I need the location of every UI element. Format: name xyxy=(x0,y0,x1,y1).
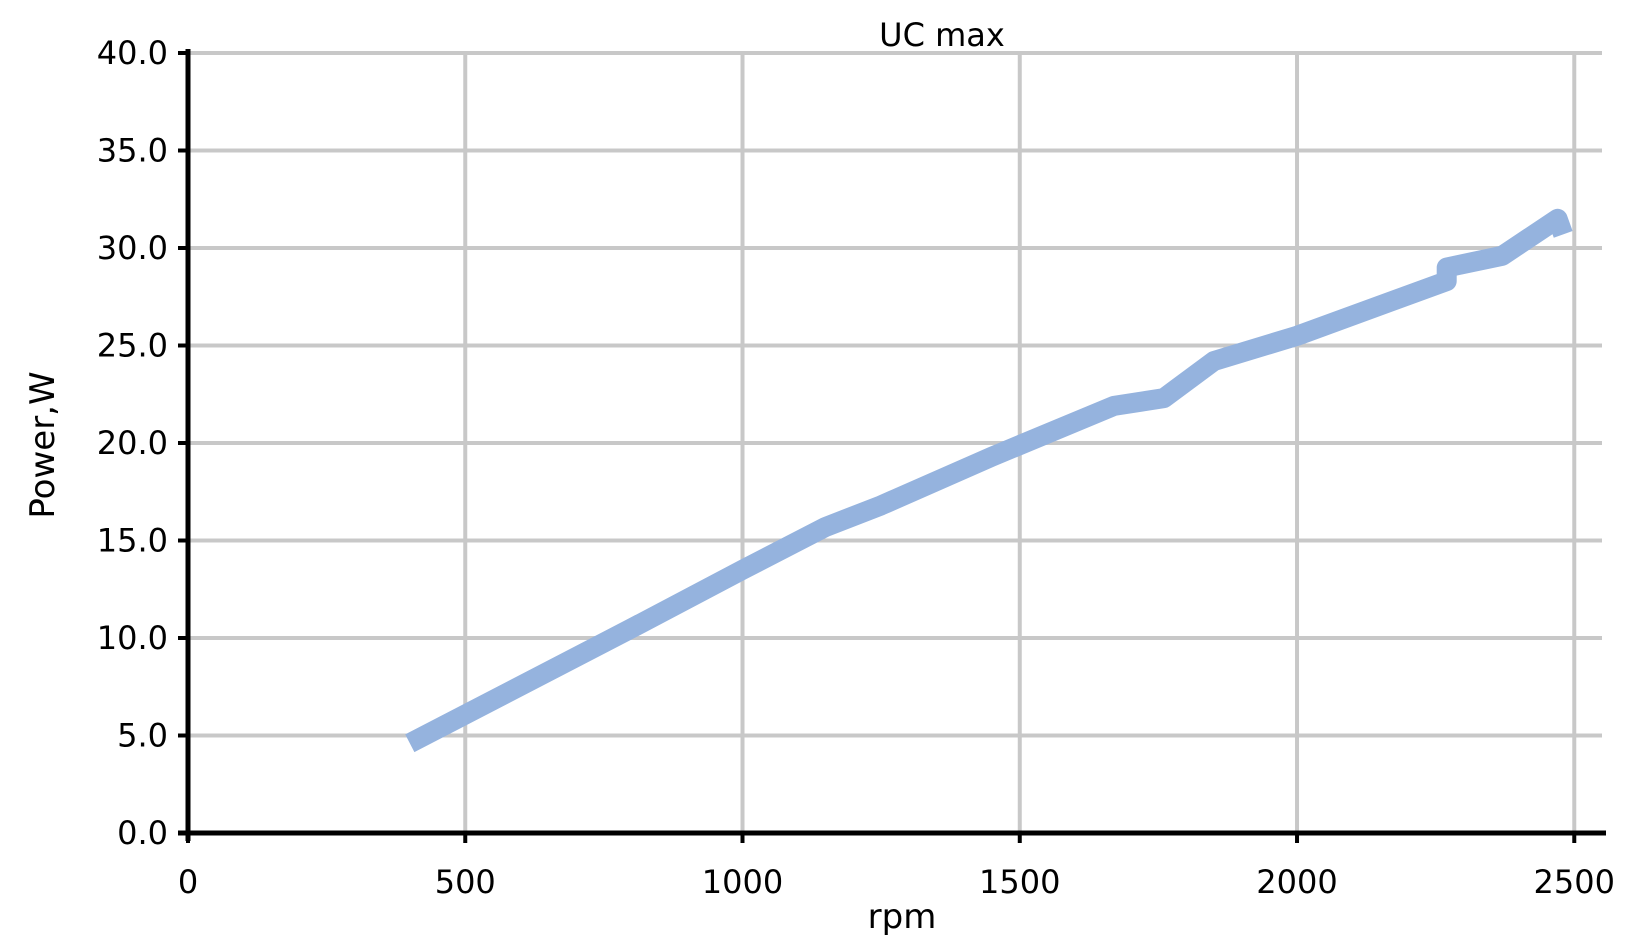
series-line xyxy=(405,208,1573,753)
series-group xyxy=(405,208,1573,753)
y-tick-label: 20.0 xyxy=(97,424,168,462)
axes xyxy=(178,49,1606,843)
x-tick-label: 1500 xyxy=(979,863,1060,901)
y-tick-label: 35.0 xyxy=(97,132,168,170)
y-tick-label: 0.0 xyxy=(117,814,168,852)
chart-title: UC max xyxy=(879,16,1005,54)
x-tick-label: 500 xyxy=(435,863,496,901)
y-tick-label: 25.0 xyxy=(97,327,168,365)
y-tick-label: 40.0 xyxy=(97,34,168,72)
x-tick-label: 2000 xyxy=(1256,863,1337,901)
x-tick-labels: 0 500 1000 1500 2000 2500 xyxy=(178,863,1615,901)
x-tick-label: 2500 xyxy=(1534,863,1615,901)
x-tick-label: 1000 xyxy=(702,863,783,901)
y-tick-labels: 0.0 5.0 10.0 15.0 20.0 25.0 30.0 35.0 40.0 xyxy=(97,34,168,852)
y-tick-label: 5.0 xyxy=(117,717,168,755)
y-tick-label: 15.0 xyxy=(97,522,168,560)
y-axis-label: Power,W xyxy=(23,371,63,518)
y-tick-label: 10.0 xyxy=(97,619,168,657)
x-axis-label: rpm xyxy=(868,897,937,937)
y-tick-label: 30.0 xyxy=(97,229,168,267)
grid-lines xyxy=(188,51,1602,833)
x-tick-label: 0 xyxy=(178,863,198,901)
